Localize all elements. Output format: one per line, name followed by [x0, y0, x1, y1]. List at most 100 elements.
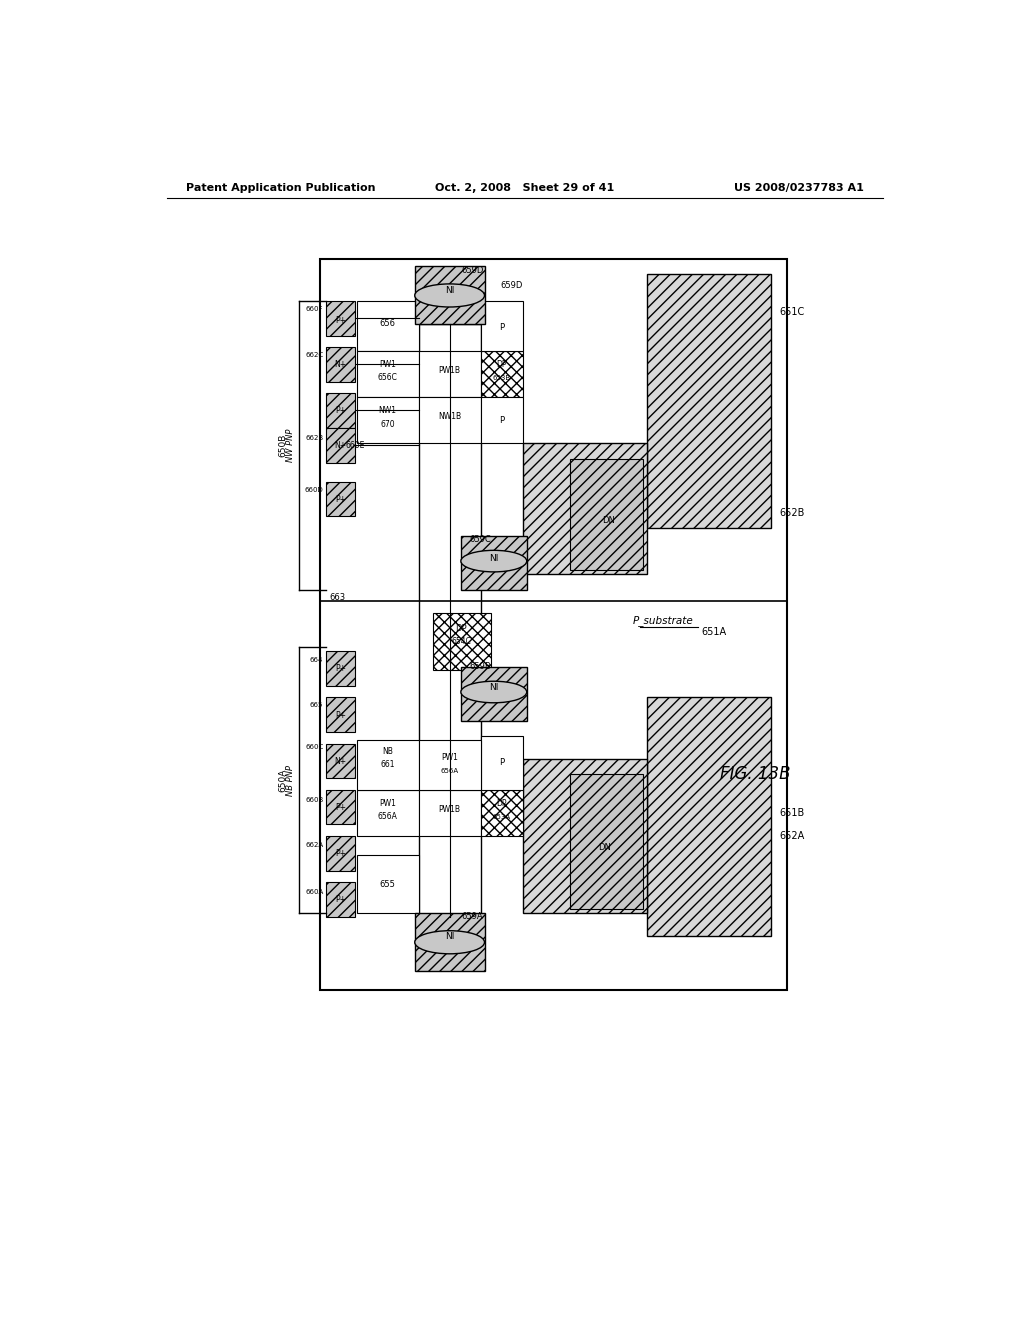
Bar: [480, 737, 523, 789]
Text: DN: DN: [598, 843, 611, 851]
Bar: [419, 323, 480, 917]
Text: 660B: 660B: [305, 797, 324, 803]
Bar: [356, 855, 419, 913]
Text: 656A: 656A: [378, 812, 397, 821]
Text: PW1B: PW1B: [438, 805, 461, 813]
Text: 659B: 659B: [469, 663, 490, 671]
Text: N+: N+: [334, 360, 346, 370]
Text: PW1B: PW1B: [438, 366, 461, 375]
Bar: [321, 259, 786, 990]
Bar: [647, 697, 771, 936]
Text: 664: 664: [310, 657, 324, 664]
Text: NI: NI: [445, 286, 455, 296]
Text: P+: P+: [335, 803, 346, 812]
Text: 653B: 653B: [493, 375, 511, 381]
Text: 670: 670: [380, 420, 395, 429]
Bar: [419, 739, 480, 789]
Bar: [523, 759, 647, 913]
Text: PW1: PW1: [379, 360, 396, 370]
Text: 659D: 659D: [461, 265, 483, 275]
Text: 659A: 659A: [461, 912, 483, 921]
Ellipse shape: [415, 931, 484, 954]
Text: P_substrate: P_substrate: [633, 615, 693, 626]
Bar: [326, 882, 355, 917]
Text: N+: N+: [334, 441, 346, 450]
Text: Patent Application Publication: Patent Application Publication: [186, 182, 376, 193]
Text: DN: DN: [602, 516, 615, 525]
Bar: [480, 351, 523, 397]
Bar: [461, 667, 527, 721]
Text: 656A: 656A: [440, 767, 459, 774]
Bar: [647, 275, 771, 528]
Text: 650B: 650B: [279, 434, 288, 457]
Text: FIG. 13B: FIG. 13B: [721, 766, 791, 783]
Text: 651A: 651A: [701, 627, 727, 638]
Bar: [326, 836, 355, 871]
Bar: [326, 301, 355, 335]
Text: NW PNP: NW PNP: [287, 429, 295, 462]
Text: P: P: [499, 323, 504, 333]
Bar: [356, 351, 419, 397]
Bar: [461, 536, 527, 590]
Bar: [326, 428, 355, 462]
Bar: [480, 789, 523, 836]
Bar: [419, 789, 480, 836]
Bar: [415, 913, 484, 970]
Text: NB: NB: [382, 747, 393, 756]
Text: P+: P+: [335, 895, 346, 904]
Text: 662A: 662A: [305, 842, 324, 849]
Text: 652A: 652A: [779, 832, 804, 841]
Text: P+: P+: [335, 315, 346, 325]
Bar: [356, 739, 419, 789]
Text: PW1: PW1: [441, 752, 458, 762]
Bar: [326, 789, 355, 825]
Text: P+: P+: [335, 407, 346, 416]
Ellipse shape: [415, 284, 484, 308]
Bar: [523, 444, 647, 574]
Text: NI: NI: [489, 682, 499, 692]
Text: PW1: PW1: [379, 799, 396, 808]
Text: 653A: 653A: [493, 813, 511, 820]
Text: NB PNP: NB PNP: [287, 766, 295, 796]
Text: NW1B: NW1B: [438, 412, 461, 421]
Bar: [569, 459, 643, 570]
Text: P+: P+: [335, 495, 346, 504]
Text: US 2008/0237783 A1: US 2008/0237783 A1: [734, 182, 864, 193]
Text: 663: 663: [330, 593, 346, 602]
Bar: [326, 393, 355, 428]
Bar: [480, 301, 523, 351]
Text: 654C: 654C: [452, 638, 471, 647]
Text: 661: 661: [380, 760, 395, 768]
Bar: [419, 351, 480, 397]
Text: 662B: 662B: [305, 434, 324, 441]
Bar: [415, 267, 484, 323]
Text: 655: 655: [380, 880, 395, 888]
Bar: [356, 789, 419, 836]
Text: NW1: NW1: [379, 407, 396, 416]
Text: NI: NI: [445, 932, 455, 941]
Text: DP: DP: [497, 360, 507, 370]
Text: Oct. 2, 2008   Sheet 29 of 41: Oct. 2, 2008 Sheet 29 of 41: [435, 182, 614, 193]
Bar: [356, 397, 419, 444]
Bar: [326, 697, 355, 733]
Text: N+: N+: [334, 756, 346, 766]
Text: P: P: [499, 416, 504, 425]
Text: 660A: 660A: [305, 890, 324, 895]
Text: P+: P+: [335, 710, 346, 719]
Text: P: P: [499, 759, 504, 767]
Bar: [326, 347, 355, 381]
Ellipse shape: [461, 681, 526, 702]
Bar: [326, 743, 355, 779]
Text: 652B: 652B: [779, 508, 805, 517]
Text: 660F: 660F: [306, 305, 324, 312]
Text: DP: DP: [497, 799, 507, 808]
Text: 651C: 651C: [779, 308, 804, 317]
Bar: [356, 301, 419, 351]
Text: 650A: 650A: [279, 768, 288, 792]
Bar: [569, 775, 643, 909]
Text: 656C: 656C: [378, 374, 397, 383]
Text: 656: 656: [380, 319, 395, 329]
Ellipse shape: [461, 550, 526, 572]
Text: P+: P+: [335, 664, 346, 673]
Text: P+: P+: [335, 849, 346, 858]
